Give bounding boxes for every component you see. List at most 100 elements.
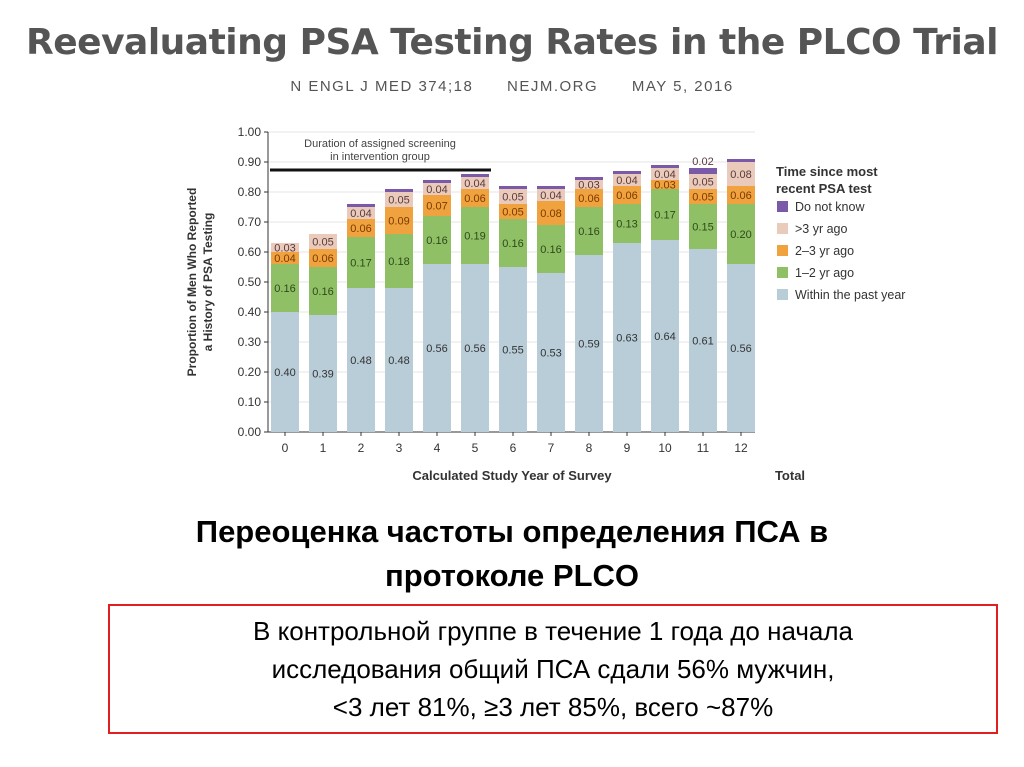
data-label: 0.05 (502, 207, 523, 219)
bar-segment (537, 189, 565, 201)
data-label: 0.63 (616, 333, 637, 345)
data-label: 0.15 (692, 222, 713, 234)
data-label: 0.16 (502, 238, 523, 250)
data-label: 0.02 (692, 156, 713, 168)
bar-segment (461, 189, 489, 207)
legend-label: Do not know (795, 200, 865, 214)
y-tick-label: 0.50 (238, 275, 262, 289)
bar-segment (689, 189, 717, 204)
bar-segment (651, 189, 679, 240)
data-label: 0.06 (350, 223, 371, 235)
bar-segment (385, 192, 413, 207)
data-label: 0.13 (616, 219, 637, 231)
data-label: 0.53 (540, 348, 561, 360)
bar-segment (575, 180, 603, 189)
bar-segment (347, 207, 375, 219)
annotation-line1: Duration of assigned screening (304, 138, 456, 150)
data-label: 0.61 (692, 336, 713, 348)
y-axis-title-line2: a History of PSA Testing (201, 213, 215, 352)
bar-segment (347, 219, 375, 237)
y-tick-label: 0.10 (238, 395, 262, 409)
bar-segment (423, 180, 451, 183)
bar-segment (727, 159, 755, 162)
data-label: 0.03 (654, 180, 675, 192)
x-tick-label: 5 (472, 441, 479, 455)
bar-segment (271, 252, 299, 264)
data-label: 0.20 (730, 229, 751, 241)
bar-segment (727, 186, 755, 204)
bar-segment (385, 207, 413, 234)
bar-segment (461, 264, 489, 432)
data-label: 0.39 (312, 369, 333, 381)
note-line: исследования общий ПСА сдали 56% мужчин, (271, 654, 835, 684)
data-label: 0.03 (274, 243, 295, 255)
data-label: 0.19 (464, 231, 485, 243)
note-line: <3 лет 81%, ≥3 лет 85%, всего ~87% (332, 692, 774, 722)
bar-segment (727, 162, 755, 186)
legend-title-line1: Time since most (776, 164, 878, 179)
data-label: 0.48 (350, 355, 371, 367)
bar-segment (499, 186, 527, 189)
bar-segment (651, 240, 679, 432)
slide-title-line: протоколе PLCO (384, 558, 640, 593)
y-tick-label: 1.00 (238, 125, 262, 139)
legend-swatch (777, 245, 788, 256)
bar-segment (423, 264, 451, 432)
data-label: 0.05 (388, 195, 409, 207)
bar-segment (309, 249, 337, 267)
bar-segment (575, 207, 603, 255)
citation-date: MAY 5, 2016 (631, 78, 734, 95)
bar-segment (537, 225, 565, 273)
bar-segment (309, 267, 337, 315)
bar-segment (727, 204, 755, 264)
bar-segment (309, 234, 337, 249)
x-tick-label: 0 (282, 441, 289, 455)
bar-segment (499, 267, 527, 432)
bar-segment (689, 174, 717, 189)
bar-segment (613, 204, 641, 243)
data-label: 0.04 (426, 184, 447, 196)
bar-segment (651, 168, 679, 180)
legend-title-line2: recent PSA test (776, 181, 872, 196)
legend-swatch (777, 201, 788, 212)
bar-segment (385, 189, 413, 192)
bar-segment (499, 204, 527, 219)
data-label: 0.04 (464, 178, 485, 190)
bar-segment (575, 255, 603, 432)
bar-segment (537, 186, 565, 189)
data-label: 0.16 (426, 235, 447, 247)
note-box: В контрольной группе в течение 1 года до… (108, 604, 998, 734)
data-label: 0.07 (426, 201, 447, 213)
y-tick-label: 0.70 (238, 215, 262, 229)
x-tick-label: 7 (548, 441, 555, 455)
data-label: 0.16 (312, 286, 333, 298)
bar-segment (347, 237, 375, 288)
data-label: 0.64 (654, 331, 675, 343)
data-label: 0.04 (616, 175, 637, 187)
data-label: 0.09 (388, 216, 409, 228)
data-label: 0.06 (616, 190, 637, 202)
data-label: 0.18 (388, 256, 409, 268)
data-label: 0.56 (426, 343, 447, 355)
data-label: 0.05 (312, 237, 333, 249)
bar-segment (613, 174, 641, 186)
x-tick-label: 1 (320, 441, 327, 455)
data-label: 0.16 (578, 226, 599, 238)
data-label: 0.17 (350, 258, 371, 270)
x-tick-label: 6 (510, 441, 517, 455)
legend-label: 2–3 yr ago (795, 244, 854, 258)
bar-segment (537, 273, 565, 432)
bar-segment (347, 204, 375, 207)
legend-label: Within the past year (795, 288, 905, 302)
data-label: 0.59 (578, 339, 599, 351)
x-axis-title: Calculated Study Year of Survey (412, 468, 612, 483)
x-tick-label: 3 (396, 441, 403, 455)
bar-segment (499, 189, 527, 204)
y-tick-label: 0.80 (238, 185, 262, 199)
data-label: 0.04 (654, 169, 675, 181)
data-label: 0.06 (312, 253, 333, 265)
bar-segment (613, 186, 641, 204)
x-tick-label: 11 (697, 441, 710, 455)
slide-title-line: Переоценка частоты определения ПСА в (195, 514, 829, 549)
stacked-bar-chart: 0.00 0.10 0.20 0.30 0.40 0.50 0.60 0.70 0.80 0.90… (185, 125, 905, 483)
